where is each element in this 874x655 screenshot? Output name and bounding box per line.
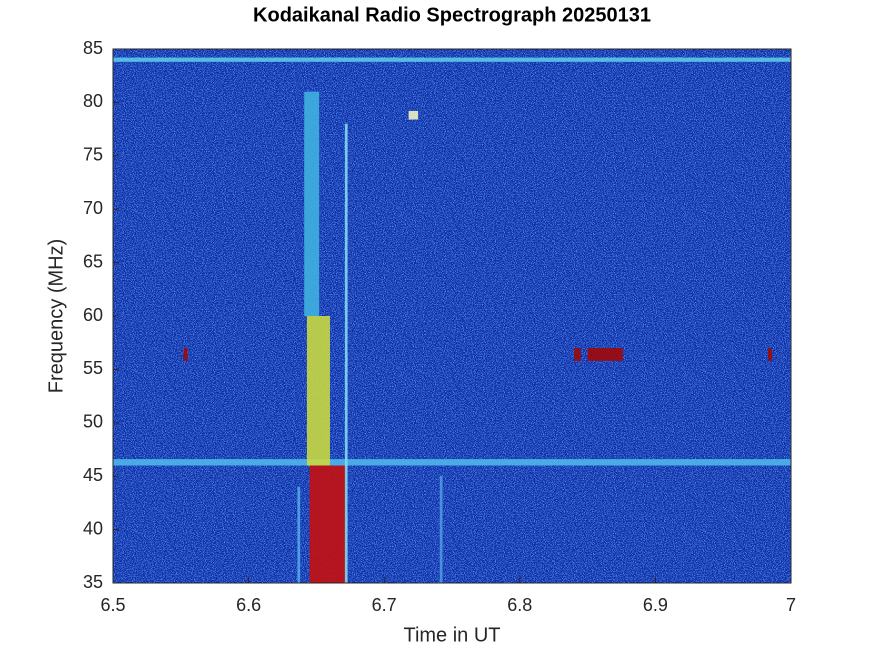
y-tick-label: 80 (83, 91, 103, 111)
y-tick-label: 55 (83, 358, 103, 378)
spectral-feature (183, 348, 188, 361)
x-tick-label: 6.6 (236, 595, 261, 615)
chart-title: Kodaikanal Radio Spectrograph 20250131 (253, 4, 651, 26)
noise-texture (113, 49, 791, 583)
y-tick-label: 70 (83, 198, 103, 218)
spectral-feature (306, 316, 330, 466)
spectral-feature (304, 91, 320, 316)
spectral-feature (113, 57, 791, 62)
x-tick-label: 6.7 (372, 595, 397, 615)
spectral-feature (439, 476, 443, 583)
y-axis-label: Frequency (MHz) (45, 239, 67, 393)
spectral-feature (297, 486, 301, 583)
x-tick-label: 6.8 (507, 595, 532, 615)
y-tick-label: 75 (83, 145, 103, 165)
spectral-feature (309, 465, 347, 583)
spectral-feature (767, 348, 773, 361)
spectral-feature (408, 110, 419, 120)
spectral-feature (587, 348, 623, 361)
spectral-feature (113, 459, 791, 466)
y-tick-label: 65 (83, 251, 103, 271)
y-tick-label: 85 (83, 38, 103, 58)
spectral-feature (344, 123, 348, 583)
x-tick-label: 6.9 (643, 595, 668, 615)
x-tick-label: 7 (786, 595, 796, 615)
y-tick-label: 60 (83, 305, 103, 325)
x-axis-label: Time in UT (403, 624, 500, 646)
x-tick-label: 6.5 (100, 595, 125, 615)
y-tick-label: 50 (83, 412, 103, 432)
y-tick-label: 45 (83, 465, 103, 485)
y-tick-label: 35 (83, 572, 103, 592)
y-tick-label: 40 (83, 518, 103, 538)
spectral-feature (574, 348, 581, 361)
